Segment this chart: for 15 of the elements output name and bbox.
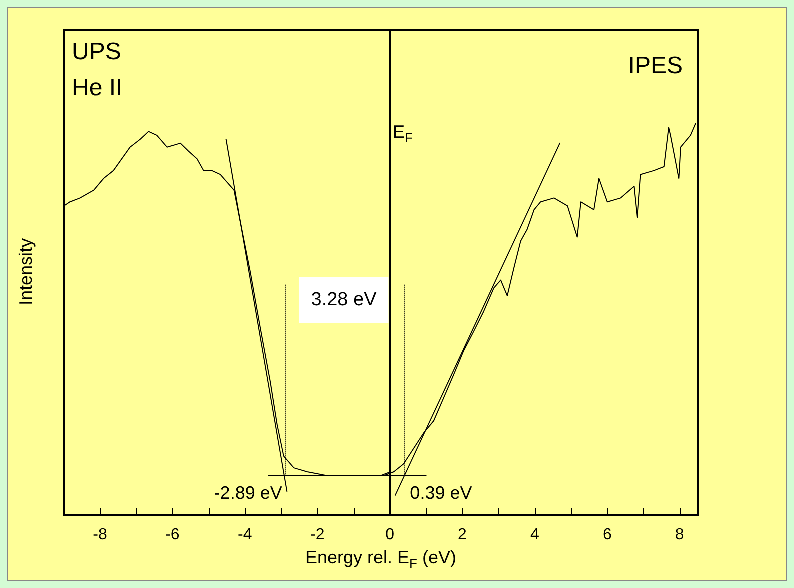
x-tick-label: 6 <box>602 526 612 544</box>
x-tick-label: 4 <box>530 526 540 544</box>
x-tick-label: 0 <box>386 526 395 544</box>
x-tick-label: 2 <box>458 526 468 544</box>
ref-line-label: 0.39 eV <box>410 483 472 503</box>
x-tick-label: -2 <box>310 526 325 544</box>
y-axis-title: Intensity <box>16 238 36 306</box>
x-tick-label: 8 <box>675 526 684 544</box>
annotation: 3.28 eV <box>311 290 378 310</box>
text: UPS He II <box>72 38 123 102</box>
x-tick-label: -4 <box>238 526 252 544</box>
ref-line-label: -2.89 eV <box>214 483 282 503</box>
text: IPES <box>628 52 683 80</box>
x-tick-label: -8 <box>93 526 108 544</box>
x-tick-label: -6 <box>166 526 180 544</box>
